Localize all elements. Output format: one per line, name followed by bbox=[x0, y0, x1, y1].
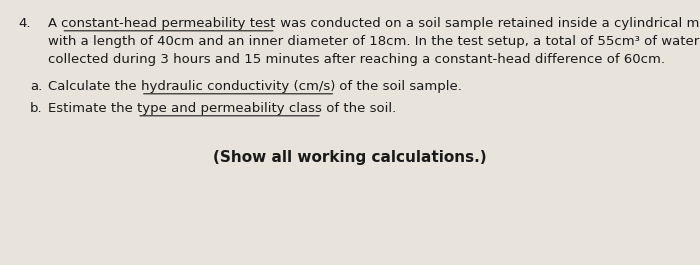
Text: was conducted on a soil sample retained inside a cylindrical mould: was conducted on a soil sample retained … bbox=[276, 17, 700, 30]
Text: (Show all working calculations.): (Show all working calculations.) bbox=[214, 150, 486, 165]
Text: of the soil.: of the soil. bbox=[322, 102, 396, 115]
Text: of the soil sample.: of the soil sample. bbox=[335, 80, 462, 93]
Text: collected during 3 hours and 15 minutes after reaching a constant-head differenc: collected during 3 hours and 15 minutes … bbox=[48, 53, 665, 66]
Text: hydraulic conductivity (cm/s): hydraulic conductivity (cm/s) bbox=[141, 80, 335, 93]
Text: Calculate the: Calculate the bbox=[48, 80, 141, 93]
Text: a.: a. bbox=[30, 80, 42, 93]
Text: A: A bbox=[48, 17, 62, 30]
Text: constant-head permeability test: constant-head permeability test bbox=[62, 17, 276, 30]
Text: Estimate the: Estimate the bbox=[48, 102, 137, 115]
Text: with a length of 40cm and an inner diameter of 18cm. In the test setup, a total : with a length of 40cm and an inner diame… bbox=[48, 35, 700, 48]
Text: b.: b. bbox=[30, 102, 43, 115]
Text: type and permeability class: type and permeability class bbox=[137, 102, 322, 115]
Text: 4.: 4. bbox=[18, 17, 31, 30]
